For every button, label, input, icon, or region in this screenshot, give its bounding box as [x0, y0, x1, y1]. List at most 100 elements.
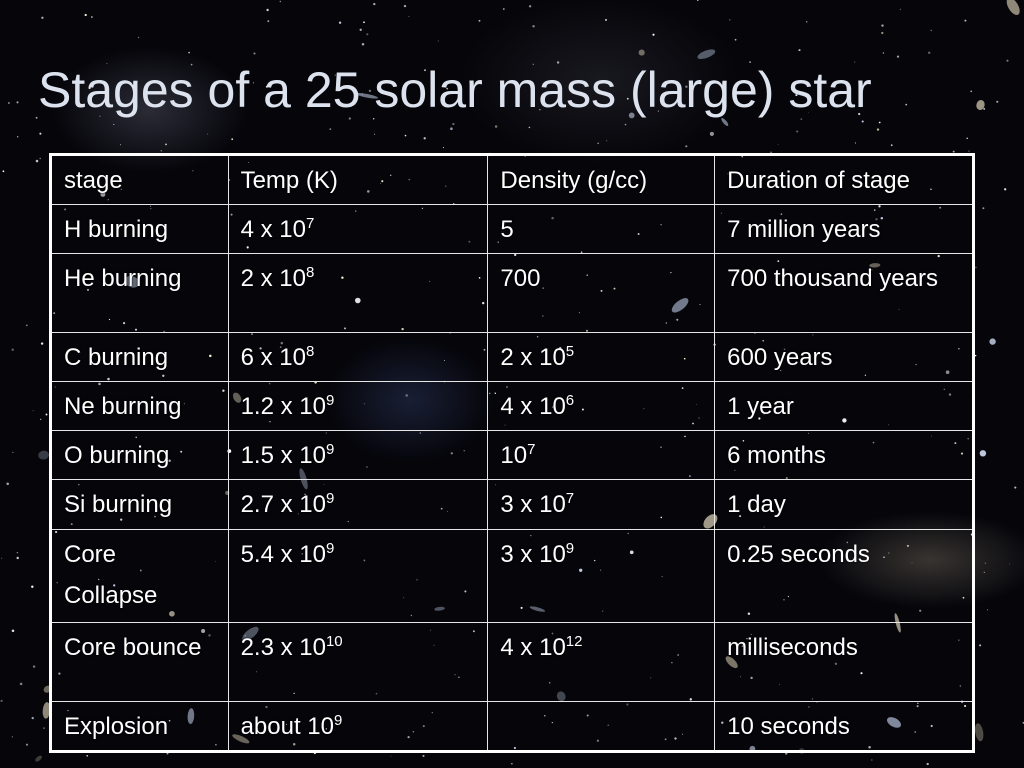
star-dot — [502, 8, 505, 10]
table-header-row: stage Temp (K) Density (g/cc) Duration o… — [50, 154, 974, 205]
star-dot — [986, 609, 989, 611]
star-dot — [39, 132, 42, 135]
density-base: 10 — [500, 442, 528, 469]
star-dot — [974, 354, 977, 357]
duration-cell: 7 million years — [714, 204, 974, 254]
galaxy-blob — [974, 723, 984, 742]
duration-cell: 1 day — [714, 479, 974, 530]
star-dot — [7, 102, 10, 104]
star-dot — [25, 324, 28, 327]
star-dot — [165, 143, 167, 146]
star-dot — [966, 137, 968, 140]
star-dot — [878, 121, 881, 124]
star-dot — [11, 629, 15, 633]
temp-exponent: 9 — [325, 441, 335, 458]
star-dot — [403, 4, 407, 8]
star-dot — [528, 5, 532, 8]
density-base: 5 — [500, 216, 514, 243]
star-dot — [16, 556, 19, 560]
table-row: Si burning 2.7 x 109 3 x 107 1 day — [50, 479, 974, 530]
star-dot — [606, 140, 608, 142]
table-row: Core Collapse 5.4 x 109 3 x 109 0.25 sec… — [50, 529, 974, 623]
table-row: O burning 1.5 x 109 107 6 months — [50, 430, 974, 480]
star-dot — [532, 25, 535, 28]
star-dot — [964, 19, 967, 22]
star-dot — [979, 450, 987, 457]
density-base: 700 — [500, 265, 541, 292]
temp-exponent: 9 — [333, 712, 343, 729]
star-dot — [137, 36, 140, 39]
star-dot — [373, 133, 375, 135]
star-dot — [16, 101, 19, 104]
star-stages-table: stage Temp (K) Density (g/cc) Duration o… — [49, 153, 975, 753]
temp-exponent: 8 — [305, 264, 315, 281]
star-dot — [338, 21, 342, 24]
star-dot — [32, 410, 34, 412]
stage-cell: Si burning — [50, 479, 229, 530]
temp-cell: 4 x 107 — [227, 204, 489, 254]
temp-base: 5.4 x 10 — [240, 541, 326, 568]
star-dot — [930, 29, 932, 32]
star-dot — [404, 134, 407, 137]
density-exponent: 6 — [565, 392, 575, 409]
star-dot — [882, 52, 885, 54]
density-exponent: 5 — [565, 343, 575, 360]
stage-cell: H burning — [50, 204, 229, 254]
star-dot — [734, 38, 737, 41]
density-base: 3 x 10 — [500, 541, 566, 568]
star-dot — [452, 122, 455, 126]
temp-cell: about 109 — [227, 701, 489, 752]
table-row: He burning 2 x 108 700 700 thousand year… — [50, 253, 974, 333]
star-dot — [796, 130, 799, 133]
star-dot — [279, 0, 282, 3]
star-dot — [437, 40, 439, 42]
duration-cell: 0.25 seconds — [714, 529, 974, 623]
galaxy-blob — [976, 99, 985, 111]
temp-cell: 5.4 x 109 — [227, 529, 489, 623]
star-dot — [975, 266, 977, 269]
star-dot — [876, 128, 880, 131]
star-dot — [970, 90, 973, 93]
star-dot — [1, 557, 3, 559]
star-dot — [926, 762, 929, 766]
star-dot — [777, 143, 779, 145]
star-dot — [17, 136, 19, 138]
density-base: 2 x 10 — [500, 344, 566, 371]
star-dot — [984, 562, 987, 564]
temp-base: 1.5 x 10 — [240, 442, 326, 469]
star-dot — [120, 144, 121, 146]
star-dot — [39, 157, 41, 160]
star-dot — [43, 727, 45, 729]
stage-cell: O burning — [50, 430, 229, 480]
star-dot — [207, 133, 209, 135]
star-dot — [113, 123, 115, 125]
temp-exponent: 8 — [305, 343, 315, 360]
star-dot — [366, 33, 369, 36]
star-dot — [32, 665, 36, 668]
star-dot — [422, 754, 425, 757]
header-cell-duration: Duration of stage — [714, 154, 974, 205]
temp-exponent: 10 — [325, 633, 343, 650]
temp-cell: 1.2 x 109 — [227, 381, 489, 431]
density-cell: 2 x 105 — [487, 332, 716, 382]
star-dot — [253, 52, 256, 55]
star-dot — [696, 0, 699, 1]
star-dot — [31, 716, 34, 720]
star-dot — [798, 49, 801, 52]
star-dot — [899, 8, 902, 11]
star-dot — [40, 418, 42, 420]
star-dot — [881, 31, 884, 35]
star-dot — [1006, 59, 1009, 62]
star-dot — [881, 24, 884, 27]
star-dot — [363, 21, 365, 24]
duration-cell: 10 seconds — [714, 701, 974, 752]
density-base: 3 x 10 — [500, 491, 566, 518]
temp-exponent: 9 — [325, 490, 335, 507]
star-dot — [806, 21, 808, 23]
star-dot — [855, 142, 856, 144]
header-cell-temp: Temp (K) — [227, 154, 489, 205]
star-dot — [890, 144, 893, 147]
star-dot — [84, 13, 87, 17]
table-row: Explosion about 109 10 seconds — [50, 701, 974, 752]
star-dot — [25, 743, 29, 746]
